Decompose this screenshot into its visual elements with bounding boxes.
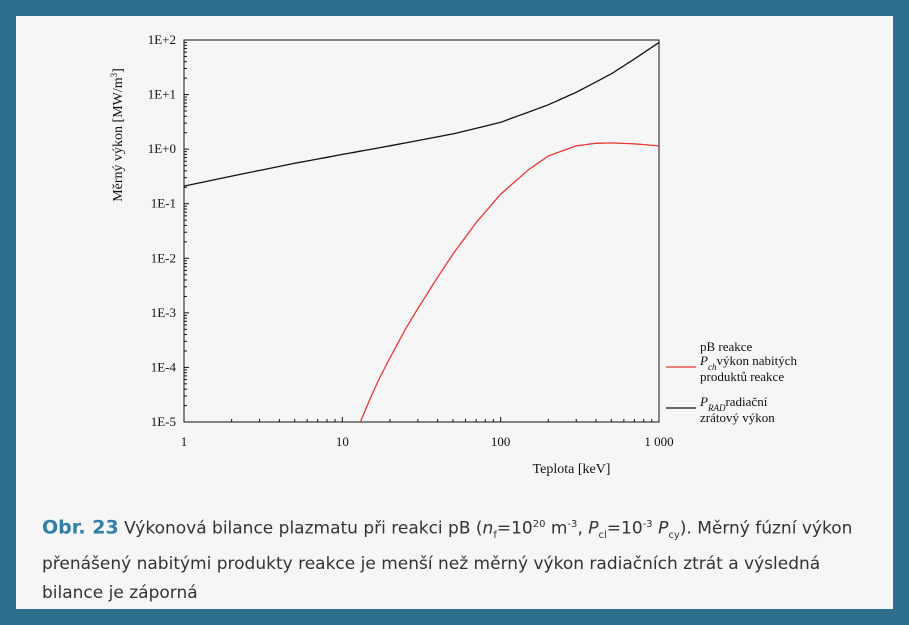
y-tick-label: 1E-5 [151,414,176,429]
y-tick-label: 1E+0 [148,141,176,156]
caption-label: Obr. 23 [42,516,119,539]
caption-n: n [482,518,494,539]
figure-caption: Obr. 23 Výkonová bilance plazmatu při re… [42,510,872,608]
legend-label: Pchvýkon nabitých [699,353,797,372]
x-tick-label: 1 [181,434,188,449]
x-tick-label: 10 [336,434,349,449]
y-tick-label: 1E+2 [148,32,176,47]
caption-text-2: ). Měrný fúzní výkon přenášený nabitými … [42,518,853,604]
caption-eq1: =10 [496,518,533,539]
legend-label: PRADradiační [699,394,768,413]
chart: 1E-5 1E-4 1E-3 1E-2 1E-1 1E+0 1E+1 1E+2 1 10 100 1 … [109,32,797,477]
caption-eq2: =10 [606,518,643,539]
caption-unit-sup: -3 [567,519,578,530]
legend-title: pB reakce [700,339,753,354]
y-tick-label: 1E-3 [151,305,176,320]
caption-eq2-sup: -3 [642,519,653,530]
y-tick-label: 1E-2 [151,250,176,265]
series-line-pch [359,142,660,423]
y-tick-label: 1E+1 [148,87,176,102]
legend-label-line2: zrátový výkon [700,410,775,425]
figure-panel: 1E-5 1E-4 1E-3 1E-2 1E-1 1E+0 1E+1 1E+2 1 10 100 1 … [16,16,893,609]
caption-unit: m [545,518,568,539]
series-line-prad [183,41,660,187]
x-tick-label: 100 [491,434,511,449]
caption-eq1-sup: 20 [532,519,546,530]
caption-sep: , [577,518,589,539]
y-axis-label: Měrný výkon [MW/m3] [109,68,126,202]
x-tick-label: 1 000 [644,434,673,449]
caption-p2-sub: cy [668,530,680,542]
caption-n-sub: f [493,530,497,542]
plot-frame [183,39,660,423]
y-tick-label: 1E-4 [151,359,177,374]
x-axis-label: Teplota [keV] [533,462,611,477]
caption-text-1: Výkonová bilance plazmatu při reakci pB … [124,518,483,539]
caption-p-sub: cl [598,530,607,542]
caption-p2: P [652,518,669,539]
y-tick-label: 1E-1 [151,196,176,211]
legend-label-line2: produktů reakce [700,369,784,384]
caption-p: P [588,518,599,539]
